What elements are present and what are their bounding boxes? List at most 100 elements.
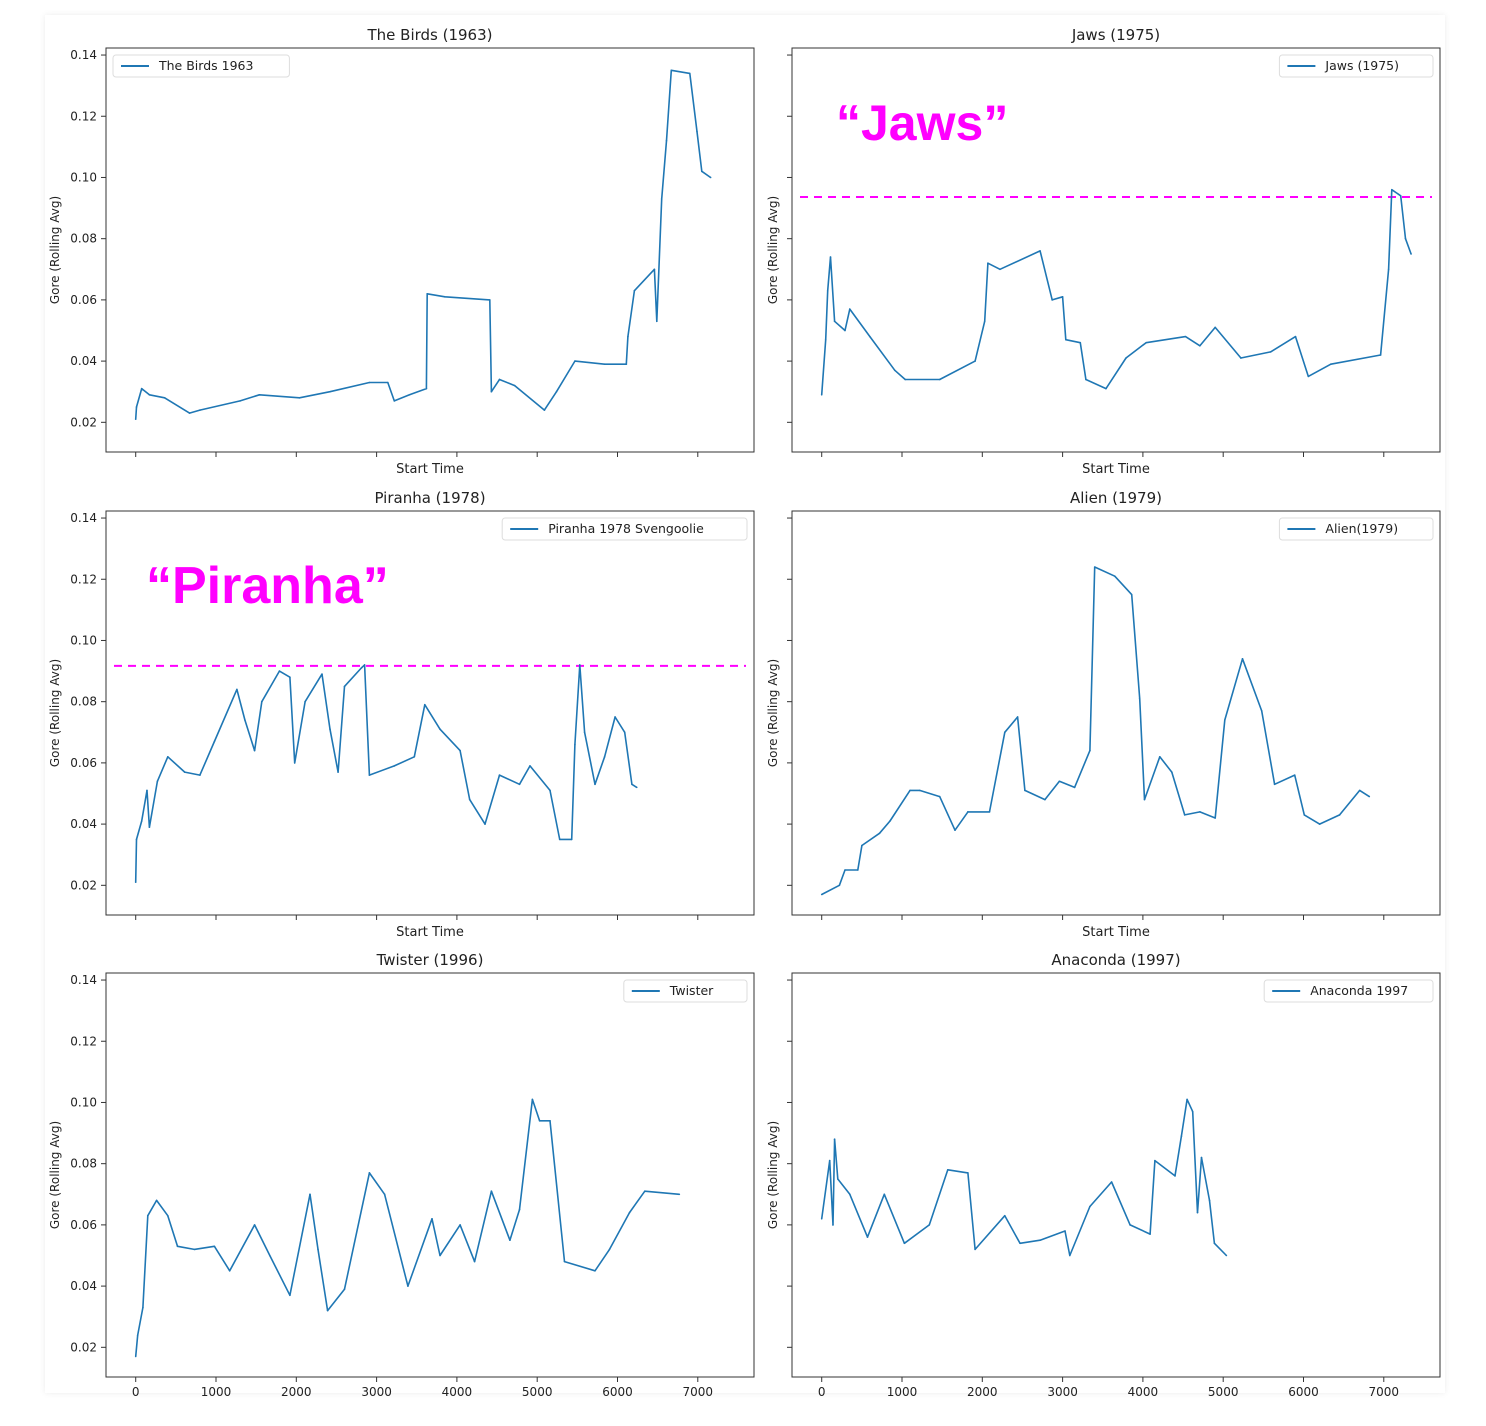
data-point (826, 289, 829, 292)
data-point (1145, 341, 1147, 344)
data-point (1294, 335, 1297, 338)
data-point (549, 789, 551, 792)
data-point (176, 1245, 179, 1248)
data-point (408, 393, 411, 396)
subplot-title: Twister (1996) (376, 951, 484, 969)
data-point (574, 743, 576, 746)
data-point (824, 338, 827, 341)
legend-label: Piranha 1978 Svengoolie (548, 521, 704, 536)
data-point (1113, 575, 1116, 577)
data-point (423, 703, 426, 706)
data-point (1208, 1199, 1211, 1202)
annotation-label: “Piranha” (146, 557, 389, 615)
data-point (866, 1236, 869, 1238)
data-point (1003, 731, 1006, 734)
legend-box (501, 517, 748, 541)
data-point (1184, 335, 1187, 338)
data-point (1199, 344, 1201, 347)
data-point (146, 789, 148, 792)
data-point (974, 1248, 976, 1251)
data-point (563, 1260, 566, 1263)
data-point (293, 762, 296, 764)
data-point (833, 1138, 836, 1140)
data-point (633, 289, 636, 292)
y-tick-label: 0.12 (70, 1034, 97, 1048)
data-point (183, 771, 186, 773)
data-point (1293, 774, 1296, 776)
data-point (140, 820, 143, 822)
data-point (631, 783, 633, 786)
data-point (1186, 1098, 1188, 1101)
legend-label: Jaws (1975) (1324, 58, 1399, 73)
data-point (199, 409, 201, 411)
data-point (967, 1172, 969, 1174)
data-point (529, 765, 531, 767)
legend-box (1263, 979, 1434, 1003)
data-point (148, 826, 151, 828)
data-point (1105, 387, 1107, 390)
data-point (513, 384, 516, 387)
legend-box (1278, 54, 1434, 78)
data-point (368, 381, 371, 384)
data-point (1069, 1254, 1071, 1257)
data-point (883, 1193, 886, 1196)
data-point (836, 1178, 839, 1180)
y-tick-label: 0.14 (70, 48, 97, 62)
data-point (155, 1199, 158, 1202)
data-point (869, 335, 871, 338)
data-point (484, 823, 486, 825)
data-point (439, 1254, 441, 1257)
legend-box (623, 979, 748, 1003)
data-point (407, 1285, 409, 1287)
data-point (244, 719, 246, 721)
data-point (555, 390, 558, 393)
data-point (1307, 375, 1310, 378)
data-point (269, 1254, 271, 1257)
data-point (614, 716, 616, 718)
data-point (928, 1224, 931, 1226)
legend: Twister (623, 979, 748, 1003)
data-point (1129, 1224, 1131, 1226)
data-point (983, 320, 986, 323)
data-point (193, 1248, 196, 1251)
legend: Anaconda 1997 (1263, 979, 1434, 1003)
data-point (425, 387, 428, 390)
data-point (326, 1309, 329, 1312)
y-tick-label: 0.08 (70, 232, 97, 246)
data-point (213, 1245, 216, 1248)
data-point (627, 335, 629, 338)
data-point (904, 378, 907, 381)
y-axis-label: Gore (Rolling Avg) (48, 1121, 62, 1229)
data-point (844, 869, 846, 871)
y-tick-label: 0.08 (70, 695, 97, 709)
data-point (594, 1269, 596, 1272)
y-tick-label: 0.06 (70, 293, 97, 307)
data-point (1199, 811, 1201, 813)
data-point (893, 369, 896, 372)
legend-label: The Birds 1963 (158, 58, 253, 73)
data-point (253, 1224, 256, 1226)
data-point (1225, 1254, 1228, 1257)
series-line (820, 188, 1412, 395)
data-point (849, 1193, 851, 1196)
data-point (643, 1190, 646, 1193)
data-point (135, 406, 138, 408)
x-tick-label: 6000 (602, 1385, 633, 1399)
data-point (134, 418, 137, 421)
data-point (1158, 755, 1161, 758)
data-point (1260, 710, 1263, 712)
data-point (489, 299, 491, 301)
data-point (946, 1168, 949, 1171)
subplot-title: The Birds (1963) (366, 26, 492, 44)
data-point (1044, 798, 1046, 801)
data-point (1073, 786, 1076, 789)
legend-box (112, 54, 290, 78)
data-point (1093, 566, 1096, 568)
data-point (1065, 338, 1067, 341)
data-point (509, 1239, 511, 1241)
data-point (1368, 795, 1371, 798)
subplot-1: The Birds (1963) 0.02 0.04 0.06 0.08 0.10 0.12… (48, 26, 755, 477)
figure (45, 15, 1445, 1393)
y-tick-label: 0.10 (70, 1095, 97, 1109)
x-tick-label: 4000 (1128, 1385, 1159, 1399)
